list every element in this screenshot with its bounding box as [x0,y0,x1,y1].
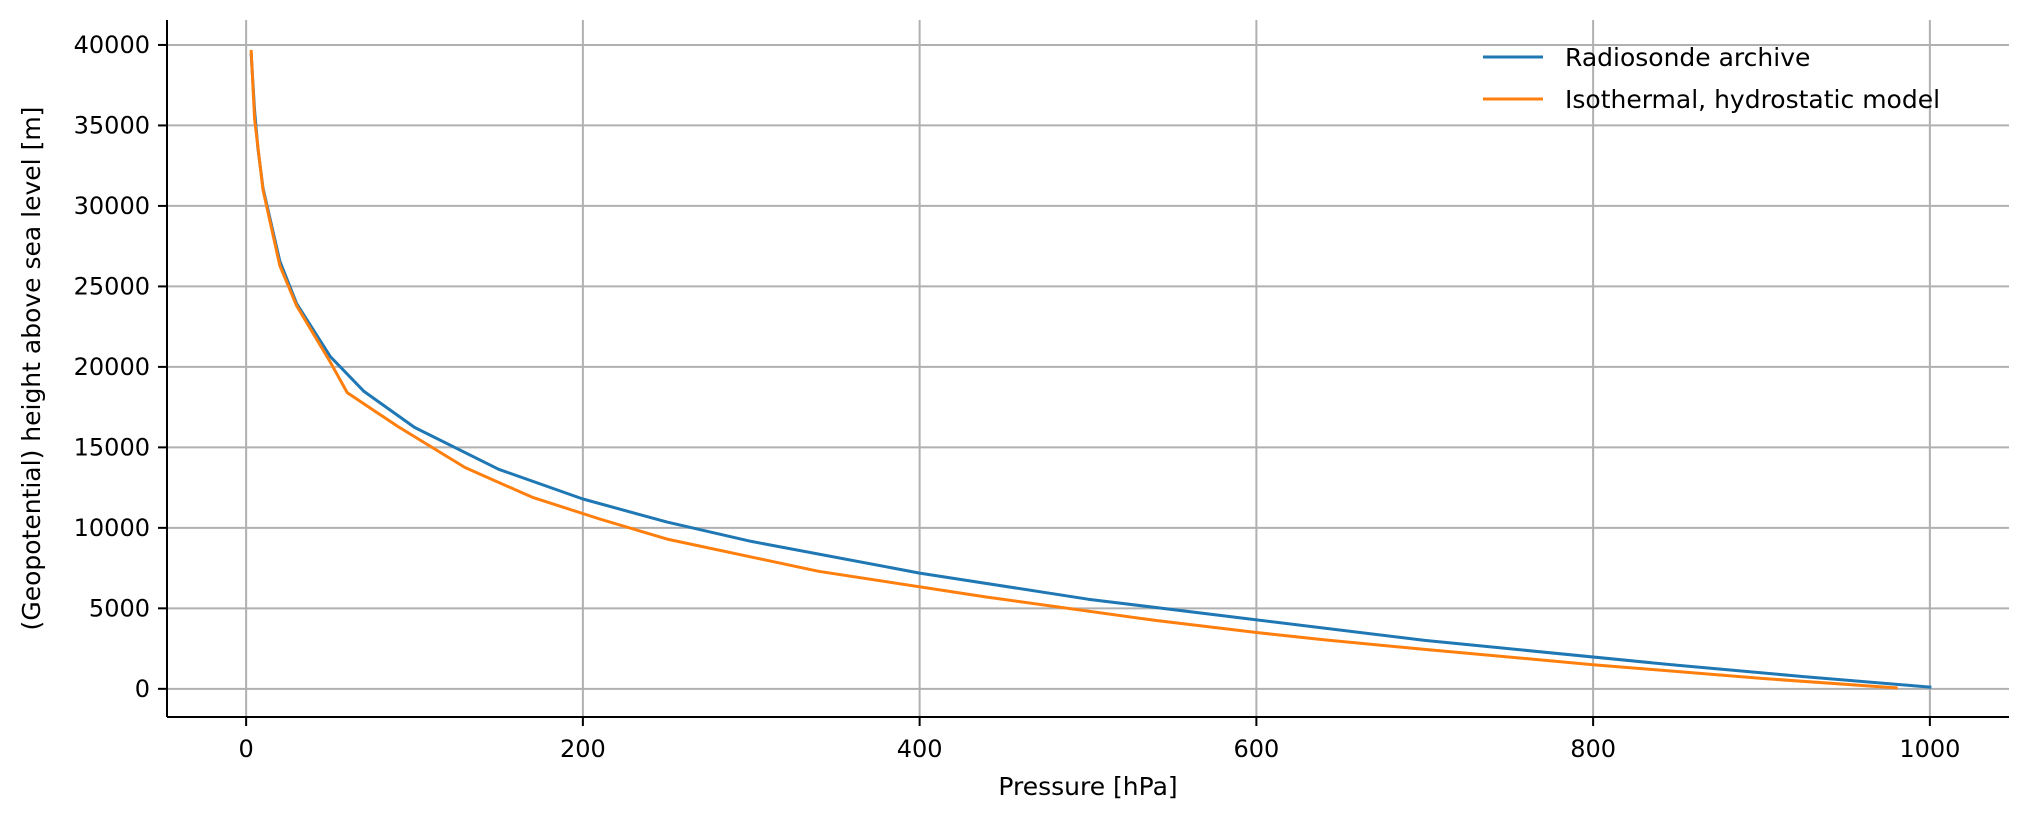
series-line-1 [249,53,1932,689]
y-tick-label: 0 [135,675,150,703]
grid [167,20,2009,717]
legend-label-2: Isothermal, hydrostatic model [1565,85,1940,114]
series-line-2 [249,49,1898,690]
y-tick-label: 30000 [74,192,150,220]
y-tick-label: 35000 [74,111,150,139]
legend: Radiosonde archive Isothermal, hydrostati… [1483,43,1940,114]
x-tick-label: 200 [560,735,606,763]
tick-labels: 0 200 400 600 800 100005000100001500020000250… [74,31,1961,763]
y-tick-label: 15000 [74,433,150,461]
y-tick-label: 20000 [74,353,150,381]
legend-label-1: Radiosonde archive [1565,43,1810,72]
y-tick-label: 40000 [74,31,150,59]
y-axis-title: (Geopotential) height above sea level [m… [17,107,46,631]
x-axis-title: Pressure [hPa] [998,772,1177,801]
x-tick-label: 0 [238,735,253,763]
axes [158,20,2009,726]
x-tick-label: 800 [1570,735,1616,763]
series-layer [249,49,1932,690]
x-tick-label: 1000 [1899,735,1960,763]
x-tick-label: 600 [1233,735,1279,763]
y-tick-label: 25000 [74,272,150,300]
y-tick-label: 5000 [89,594,150,622]
y-tick-label: 10000 [74,514,150,542]
x-tick-label: 400 [897,735,943,763]
